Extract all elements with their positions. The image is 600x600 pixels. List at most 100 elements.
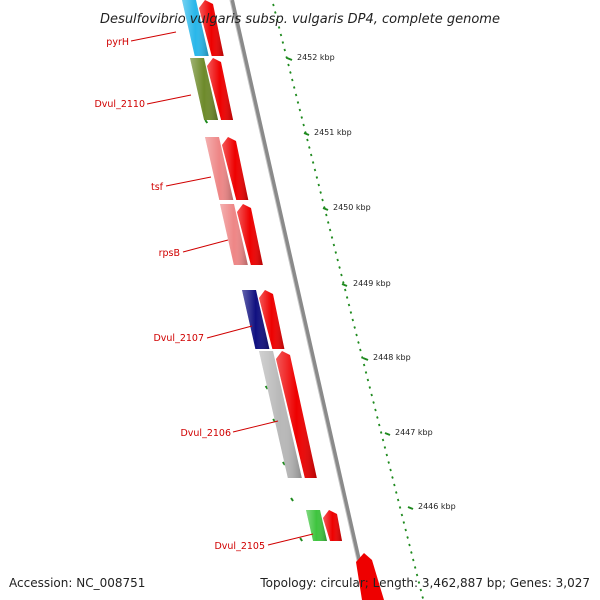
major-tick bbox=[362, 357, 369, 361]
scale-minor-tick bbox=[366, 378, 370, 382]
genome-summary-text: Topology: circular; Length: 3,462,887 bp… bbox=[259, 576, 590, 590]
scale-minor-tick bbox=[410, 551, 413, 554]
scale-minor-tick bbox=[412, 558, 415, 562]
scale-minor-tick bbox=[419, 588, 423, 592]
scale-minor-tick bbox=[389, 468, 392, 472]
gene-label-pyrH[interactable]: pyrH bbox=[106, 37, 129, 48]
genome-title: Desulfovibrio vulgaris subsp. vulgaris D… bbox=[100, 12, 500, 27]
backbone-line bbox=[230, 0, 370, 600]
gene-label-connector bbox=[206, 325, 253, 339]
scale-minor-tick bbox=[283, 48, 286, 52]
gene-bar-shade bbox=[190, 58, 219, 120]
gene-label-lines bbox=[130, 31, 314, 546]
gene-arrow-shade bbox=[323, 510, 343, 541]
major-tick bbox=[407, 506, 414, 510]
gene-arrow-shade bbox=[237, 204, 263, 265]
scale-minor-tick bbox=[393, 483, 396, 487]
major-tick bbox=[384, 432, 391, 436]
scale-minor-tick bbox=[404, 528, 407, 532]
gene-label-rpsB[interactable]: rpsB bbox=[159, 248, 180, 259]
scale-minor-tick bbox=[376, 416, 379, 419]
scale-minor-tick bbox=[292, 86, 296, 89]
scale-minor-tick bbox=[287, 63, 290, 67]
scale-minor-tick bbox=[279, 33, 283, 37]
scale-minor-tick bbox=[313, 168, 317, 172]
scale-minor-tick bbox=[326, 221, 330, 224]
scale-minor-tick bbox=[317, 183, 321, 187]
scale-minor-tick bbox=[343, 288, 347, 292]
track-tick bbox=[204, 119, 209, 124]
major-tick bbox=[341, 283, 348, 287]
scale-minor-tick bbox=[351, 318, 355, 322]
scale-minor-tick bbox=[349, 311, 353, 314]
kbp-label: 2446 kbp bbox=[418, 502, 456, 511]
scale-minor-tick bbox=[300, 116, 303, 119]
gene-arrow-shade bbox=[222, 137, 249, 200]
scale-minor-tick bbox=[374, 408, 377, 412]
kbp-label: 2452 kbp bbox=[297, 53, 335, 62]
scale-minor-tick bbox=[400, 513, 404, 517]
scale-minor-tick bbox=[281, 41, 285, 44]
kbp-label: 2450 kbp bbox=[333, 203, 371, 212]
scale-minor-tick bbox=[417, 581, 421, 584]
scale-minor-tick bbox=[361, 356, 364, 359]
scale-minor-tick bbox=[296, 101, 300, 104]
scale-minor-tick bbox=[357, 341, 360, 344]
scale-minor-tick bbox=[391, 476, 394, 479]
gene-label-tsf[interactable]: tsf bbox=[151, 182, 164, 193]
scale-minor-tick bbox=[402, 521, 406, 524]
scale-minor-tick bbox=[274, 11, 277, 14]
scale-minor-tick bbox=[285, 56, 288, 59]
gene-label-dvul-2107[interactable]: Dvul_2107 bbox=[153, 333, 204, 344]
scale-minor-tick bbox=[277, 26, 281, 29]
scale-minor-tick bbox=[362, 363, 366, 367]
gene-bar-shade bbox=[182, 0, 209, 56]
scale-minor-tick bbox=[325, 213, 328, 217]
scale-minor-tick bbox=[306, 138, 309, 142]
scale-minor-tick bbox=[321, 198, 324, 202]
scale-minor-tick bbox=[395, 491, 398, 494]
gene-label-connector bbox=[232, 420, 279, 433]
scale-minor-tick bbox=[291, 78, 294, 82]
scale-minor-tick bbox=[353, 326, 356, 329]
scale-minor-tick bbox=[413, 566, 417, 569]
scale-minor-tick bbox=[379, 431, 383, 434]
scale-minor-tick bbox=[342, 281, 345, 284]
kbp-label: 2449 kbp bbox=[353, 279, 391, 288]
scale-minor-tick bbox=[368, 386, 372, 389]
kbp-label: 2447 kbp bbox=[395, 428, 433, 437]
scale-minor-tick bbox=[396, 498, 400, 502]
scale-minor-tick bbox=[340, 273, 343, 277]
major-tick bbox=[322, 207, 329, 211]
gene-bar-shade bbox=[242, 290, 270, 349]
scale-minor-tick bbox=[311, 161, 315, 164]
scale-minor-tick bbox=[302, 123, 305, 127]
gene-arrow-shade bbox=[199, 0, 224, 56]
major-tick bbox=[286, 57, 293, 61]
gene-label-dvul-2106[interactable]: Dvul_2106 bbox=[180, 428, 231, 439]
accession-text: Accession: NC_008751 bbox=[9, 576, 145, 590]
scale-minor-tick bbox=[275, 18, 279, 22]
scale-minor-tick bbox=[385, 453, 389, 457]
scale-minor-tick bbox=[328, 228, 332, 232]
scale-minor-tick bbox=[336, 258, 339, 262]
gene-bar-shade bbox=[306, 510, 328, 541]
scale-minor-tick bbox=[345, 296, 349, 299]
gene-label-dvul-2110[interactable]: Dvul_2110 bbox=[94, 99, 145, 110]
track-tick bbox=[299, 537, 303, 542]
scale-minor-tick bbox=[294, 93, 298, 97]
scale-minor-tick bbox=[315, 176, 319, 179]
track-tick bbox=[264, 385, 269, 390]
major-tick bbox=[303, 132, 310, 136]
gene-direction-arrow[interactable] bbox=[356, 553, 384, 600]
scale-minor-tick bbox=[408, 543, 411, 547]
gene-label-connector bbox=[182, 239, 229, 253]
gene-label-dvul-2105[interactable]: Dvul_2105 bbox=[214, 541, 265, 552]
track-tick bbox=[290, 497, 294, 502]
scale-minor-tick bbox=[355, 333, 358, 337]
scale-minor-tick bbox=[415, 573, 419, 577]
gene-arrow-shade bbox=[207, 58, 234, 120]
gene-tracks bbox=[182, 0, 384, 600]
